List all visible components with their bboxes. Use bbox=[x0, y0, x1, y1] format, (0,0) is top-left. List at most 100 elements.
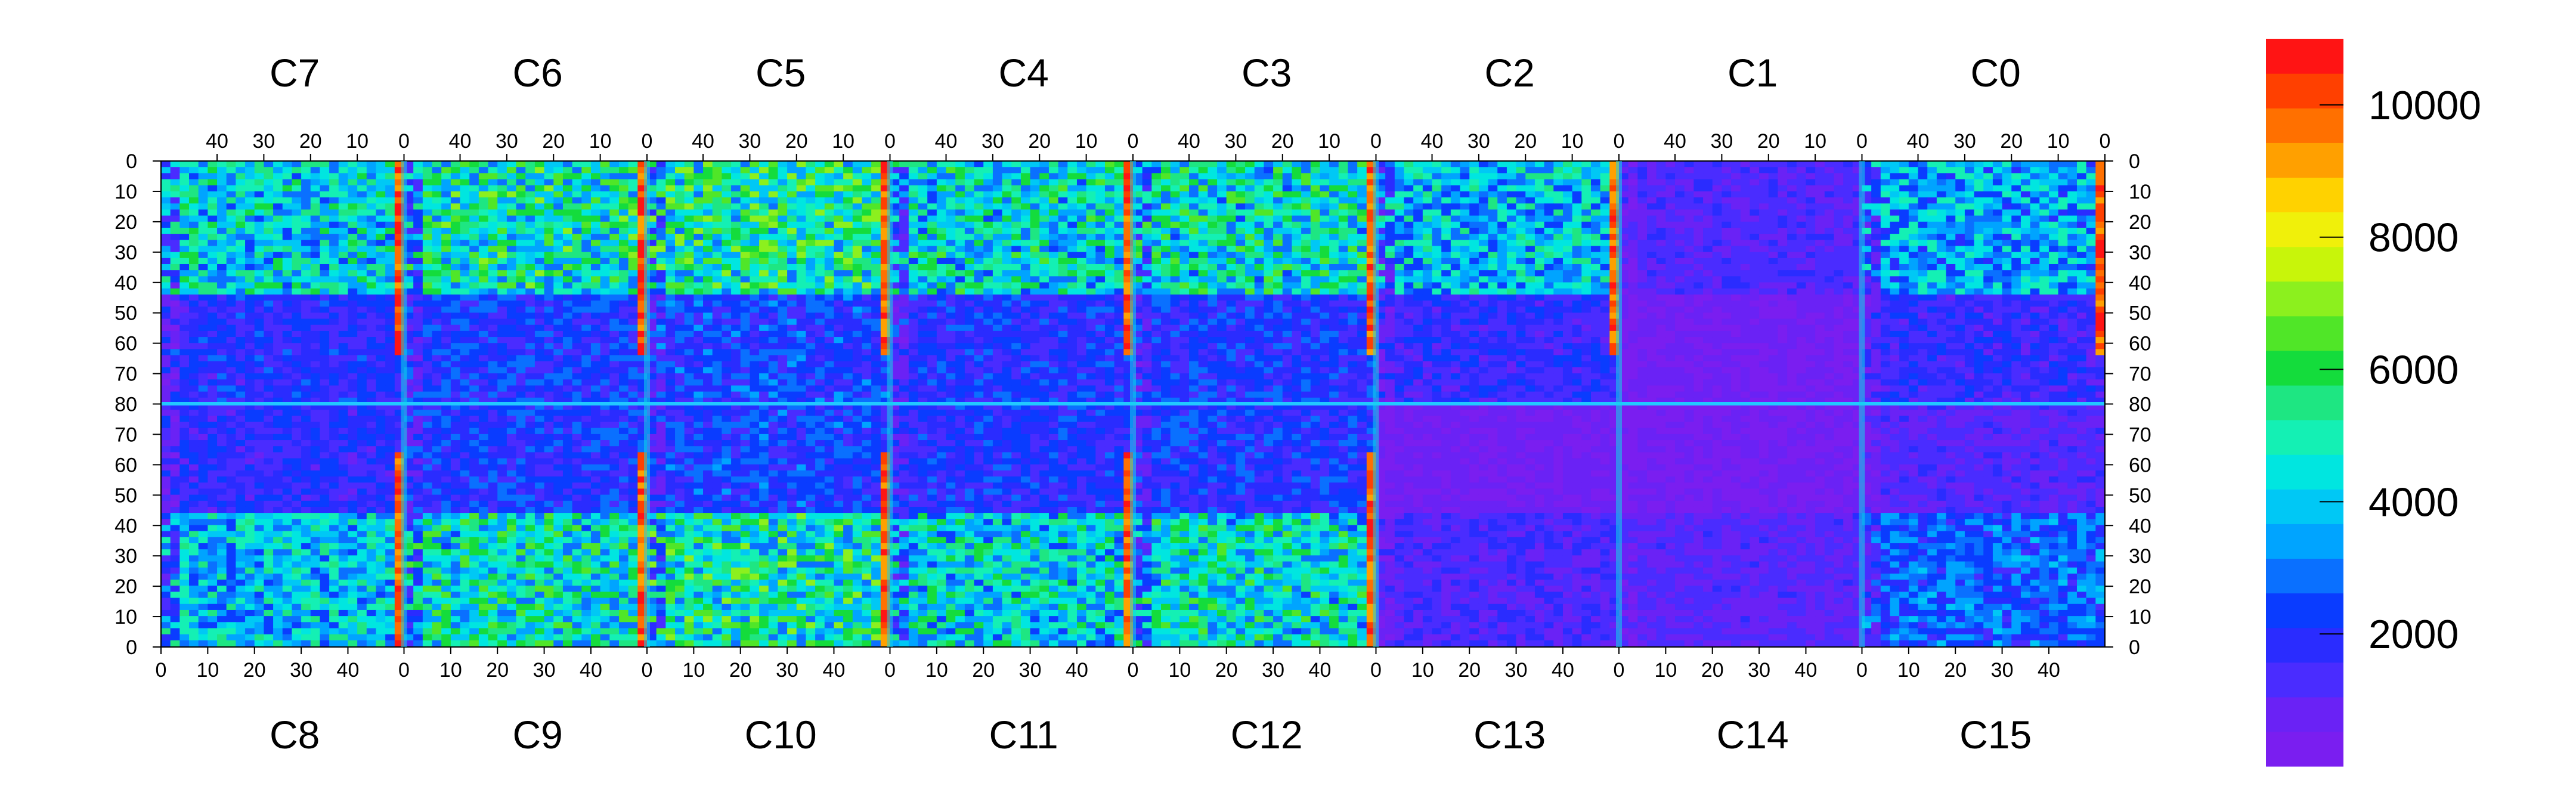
heat-cell bbox=[955, 361, 965, 368]
heat-cell bbox=[768, 191, 779, 198]
heat-cell bbox=[441, 318, 451, 326]
heat-cell bbox=[320, 203, 330, 210]
heat-cell bbox=[1357, 324, 1367, 332]
heat-cell bbox=[974, 167, 984, 174]
heat-cell bbox=[1301, 203, 1311, 210]
heat-cell bbox=[478, 337, 489, 343]
heat-cell bbox=[927, 197, 937, 204]
heat-cell bbox=[469, 240, 479, 247]
heat-cell bbox=[376, 221, 386, 228]
heat-cell bbox=[450, 361, 461, 368]
heat-cell bbox=[722, 349, 732, 356]
heat-cell bbox=[1104, 330, 1115, 338]
heat-cell bbox=[534, 209, 545, 216]
heat-cell bbox=[815, 318, 825, 326]
heat-cell bbox=[796, 301, 807, 307]
heat-cell bbox=[1179, 324, 1190, 332]
heat-cell bbox=[1104, 191, 1115, 198]
heat-cell bbox=[161, 185, 171, 192]
heat-cell bbox=[750, 240, 760, 247]
heat-cell bbox=[992, 167, 1003, 174]
heat-cell bbox=[236, 288, 246, 295]
heat-cell bbox=[497, 355, 507, 362]
heat-cell bbox=[236, 301, 246, 307]
heat-cell bbox=[1236, 209, 1246, 216]
heat-cell bbox=[862, 185, 872, 192]
heat-cell bbox=[553, 252, 564, 259]
heat-cell bbox=[656, 191, 666, 198]
heat-cell bbox=[983, 161, 993, 168]
heat-cell bbox=[534, 379, 545, 386]
heat-cell bbox=[665, 288, 676, 295]
heat-cell bbox=[731, 246, 741, 253]
heat-cell bbox=[1142, 324, 1152, 332]
heat-cell bbox=[506, 270, 517, 277]
heat-cell bbox=[516, 179, 526, 186]
heat-cell bbox=[422, 215, 433, 222]
heat-cell bbox=[394, 318, 405, 326]
heat-cell bbox=[1086, 367, 1096, 374]
heat-cell bbox=[1245, 324, 1255, 332]
heat-cell bbox=[1179, 349, 1190, 356]
heat-cell bbox=[1020, 246, 1031, 253]
heat-cell bbox=[908, 343, 919, 350]
heat-cell bbox=[590, 240, 601, 247]
heat-cell bbox=[1292, 301, 1302, 307]
heat-cell bbox=[890, 258, 900, 265]
heat-cell bbox=[1292, 318, 1302, 326]
heat-cell bbox=[665, 221, 676, 228]
heat-cell bbox=[1226, 185, 1236, 192]
heat-cell bbox=[1320, 252, 1330, 259]
heat-cell bbox=[422, 252, 433, 259]
heat-cell bbox=[637, 391, 648, 398]
heat-cell bbox=[600, 349, 610, 356]
heat-cell bbox=[208, 391, 218, 398]
heat-cell bbox=[796, 167, 807, 174]
heat-cell bbox=[1301, 161, 1311, 168]
heat-cell bbox=[245, 318, 255, 326]
heat-cell bbox=[750, 282, 760, 289]
heat-cell bbox=[1048, 197, 1059, 204]
heat-cell bbox=[273, 161, 283, 168]
heat-cell bbox=[1217, 246, 1227, 253]
heat-cell bbox=[1208, 246, 1218, 253]
heat-cell bbox=[665, 240, 676, 247]
heat-cell bbox=[665, 246, 676, 253]
heat-cell bbox=[245, 161, 255, 168]
heat-cell bbox=[1348, 264, 1358, 271]
heat-cell bbox=[1226, 301, 1236, 307]
heat-cell bbox=[1076, 301, 1087, 307]
heat-cell bbox=[1067, 227, 1078, 234]
heat-cell bbox=[890, 185, 900, 192]
heat-cell bbox=[1273, 234, 1283, 240]
heat-cell bbox=[637, 191, 648, 198]
heat-cell bbox=[179, 343, 190, 350]
heat-cell bbox=[516, 203, 526, 210]
heat-cell bbox=[750, 264, 760, 271]
heat-cell bbox=[1189, 197, 1199, 204]
heat-cell bbox=[609, 215, 620, 222]
heat-cell bbox=[534, 270, 545, 277]
heat-cell bbox=[497, 337, 507, 343]
heat-cell bbox=[460, 385, 470, 392]
heat-cell bbox=[796, 270, 807, 277]
heat-cell bbox=[628, 318, 638, 326]
heat-cell bbox=[778, 397, 788, 404]
heat-cell bbox=[656, 306, 666, 313]
heat-cell bbox=[562, 197, 573, 204]
heat-cell bbox=[1161, 324, 1171, 332]
heat-cell bbox=[357, 270, 367, 277]
heat-cell bbox=[534, 234, 545, 240]
heat-cell bbox=[236, 167, 246, 174]
heat-cell bbox=[675, 252, 685, 259]
heat-cell bbox=[1273, 179, 1283, 186]
heat-cell bbox=[385, 167, 395, 174]
heat-cell bbox=[422, 385, 433, 392]
heat-cell bbox=[843, 349, 853, 356]
heat-cell bbox=[338, 312, 349, 320]
heat-cell bbox=[1273, 203, 1283, 210]
heat-cell bbox=[806, 215, 816, 222]
heat-cell bbox=[609, 179, 620, 186]
heat-cell bbox=[1292, 282, 1302, 289]
heat-cell bbox=[815, 306, 825, 313]
